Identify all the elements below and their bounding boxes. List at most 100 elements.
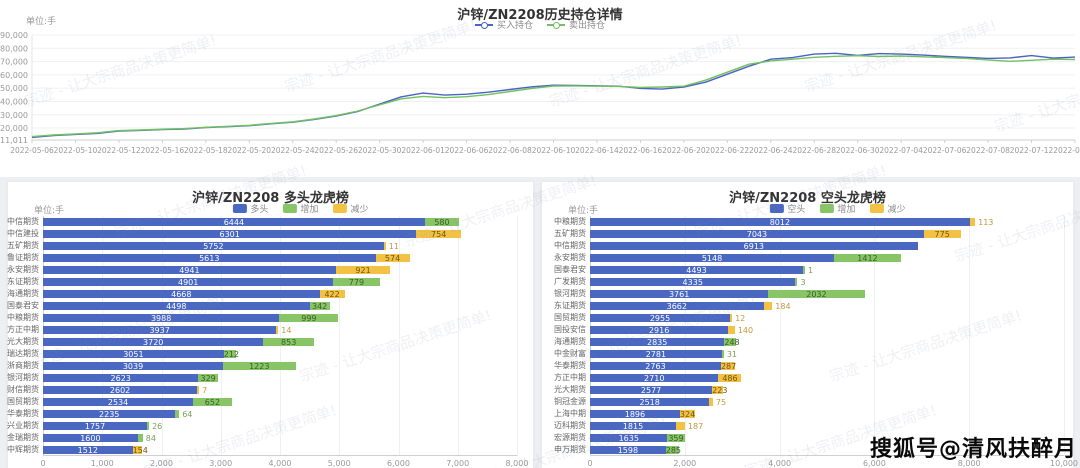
position-bar[interactable] xyxy=(590,290,769,298)
legend-item-增加[interactable]: 增加 xyxy=(282,202,318,215)
legend-item-买入持仓[interactable]: 买入持仓 xyxy=(474,18,533,31)
position-bar[interactable] xyxy=(590,410,680,418)
change-segment-increase[interactable] xyxy=(263,338,314,346)
change-segment-increase[interactable] xyxy=(721,350,724,358)
position-bar[interactable] xyxy=(590,242,918,250)
legend-item-空头[interactable]: 空头 xyxy=(769,202,805,215)
legend-item-减少[interactable]: 减少 xyxy=(869,202,905,215)
position-bar[interactable] xyxy=(590,230,924,238)
position-bar[interactable] xyxy=(43,242,384,250)
change-segment-increase[interactable] xyxy=(834,254,901,262)
long-board-plot-area[interactable]: 0 1,000 2,000 3,000 4,000 5,000 6,000 7,000 8,00… xyxy=(40,216,528,468)
change-segment-increase[interactable] xyxy=(223,350,237,358)
change-segment-increase[interactable] xyxy=(802,266,805,274)
position-bar[interactable] xyxy=(43,266,336,274)
change-segment-decrease[interactable] xyxy=(676,422,685,430)
position-bar[interactable] xyxy=(590,362,721,370)
change-segment-decrease[interactable] xyxy=(923,230,961,238)
position-bar[interactable] xyxy=(590,218,970,226)
change-value: 113 xyxy=(978,218,994,227)
position-bar[interactable] xyxy=(590,386,713,394)
change-segment-decrease[interactable] xyxy=(712,386,723,394)
change-segment-increase[interactable] xyxy=(333,278,380,286)
short-board-plot-area[interactable]: 0 2,000 4,000 6,000 8,000 10,000 8012 113 7043 77… xyxy=(587,216,1078,468)
position-bar[interactable] xyxy=(590,434,668,442)
position-bar[interactable] xyxy=(43,350,224,358)
legend-item-增加[interactable]: 增加 xyxy=(819,202,855,215)
change-segment-increase[interactable] xyxy=(424,218,460,226)
change-segment-decrease[interactable] xyxy=(416,230,461,238)
position-bar[interactable] xyxy=(43,254,376,262)
change-segment-decrease[interactable] xyxy=(718,374,742,382)
change-segment-decrease[interactable] xyxy=(383,242,386,250)
position-bar[interactable] xyxy=(43,422,148,430)
change-segment-decrease[interactable] xyxy=(197,386,200,394)
position-bar[interactable] xyxy=(590,302,764,310)
position-bar[interactable] xyxy=(590,326,729,334)
change-segment-increase[interactable] xyxy=(175,410,180,418)
legend-item-减少[interactable]: 减少 xyxy=(332,202,368,215)
x-tick-label: 2022-05-30 xyxy=(358,146,402,155)
change-segment-decrease[interactable] xyxy=(730,314,733,322)
position-value: 1815 xyxy=(622,422,644,431)
change-segment-decrease[interactable] xyxy=(132,446,142,454)
x-tick-label: 2,000 xyxy=(150,459,173,468)
change-segment-decrease[interactable] xyxy=(276,326,279,334)
position-value: 2623 xyxy=(110,374,131,383)
position-bar[interactable] xyxy=(43,374,199,382)
position-bar[interactable] xyxy=(43,398,194,406)
change-segment-increase[interactable] xyxy=(665,446,680,454)
change-segment-decrease[interactable] xyxy=(969,218,976,226)
change-segment-increase[interactable] xyxy=(223,362,296,370)
position-bar[interactable] xyxy=(43,290,320,298)
position-bar[interactable] xyxy=(590,350,722,358)
change-segment-increase[interactable] xyxy=(147,422,150,430)
position-bar[interactable] xyxy=(43,278,334,286)
history-chart-panel: 沪锌/ZN2208历史持仓详情 单位:手 买入持仓 卖出持仓 90,000 80,0… xyxy=(0,0,1080,177)
position-bar[interactable] xyxy=(590,278,796,286)
position-bar[interactable] xyxy=(43,446,133,454)
change-segment-increase[interactable] xyxy=(667,434,685,442)
position-bar[interactable] xyxy=(590,398,710,406)
change-segment-increase[interactable] xyxy=(795,278,798,286)
position-bar[interactable] xyxy=(590,338,725,346)
change-segment-increase[interactable] xyxy=(724,338,737,346)
position-bar[interactable] xyxy=(43,230,417,238)
change-segment-increase[interactable] xyxy=(279,314,339,322)
change-segment-increase[interactable] xyxy=(137,434,143,442)
change-segment-increase[interactable] xyxy=(768,290,865,298)
change-segment-decrease[interactable] xyxy=(763,302,773,310)
change-segment-decrease[interactable] xyxy=(728,326,735,334)
change-segment-increase[interactable] xyxy=(198,374,218,382)
position-bar[interactable] xyxy=(43,314,280,322)
sell-position-line[interactable] xyxy=(31,55,1076,138)
position-bar[interactable] xyxy=(43,386,198,394)
legend-item-多头[interactable]: 多头 xyxy=(232,202,268,215)
change-segment-decrease[interactable] xyxy=(319,290,345,298)
position-bar[interactable] xyxy=(590,374,719,382)
legend-swatch xyxy=(332,204,347,213)
position-bar[interactable] xyxy=(43,338,264,346)
buy-position-line[interactable] xyxy=(31,52,1076,139)
position-bar[interactable] xyxy=(590,266,803,274)
position-bar[interactable] xyxy=(590,254,834,262)
change-segment-decrease[interactable] xyxy=(679,410,696,418)
position-bar[interactable] xyxy=(43,326,277,334)
history-plot-area[interactable]: 90,000 80,000 70,000 60,000 50,000 40,000 30,0… xyxy=(0,28,1080,176)
change-segment-decrease[interactable] xyxy=(709,398,713,406)
change-segment-decrease[interactable] xyxy=(375,254,410,262)
position-bar[interactable] xyxy=(590,314,731,322)
position-bar[interactable] xyxy=(43,410,176,418)
legend-item-卖出持仓[interactable]: 卖出持仓 xyxy=(547,18,605,31)
position-bar[interactable] xyxy=(43,302,310,310)
change-segment-decrease[interactable] xyxy=(720,362,735,370)
position-bar[interactable] xyxy=(590,446,666,454)
change-segment-increase[interactable] xyxy=(193,398,232,406)
x-tick-label: 2022-05-26 xyxy=(314,146,358,155)
position-bar[interactable] xyxy=(590,422,677,430)
change-segment-increase[interactable] xyxy=(309,302,330,310)
position-bar[interactable] xyxy=(43,434,138,442)
position-bar[interactable] xyxy=(43,218,425,226)
change-segment-decrease[interactable] xyxy=(335,266,391,274)
position-bar[interactable] xyxy=(43,362,224,370)
